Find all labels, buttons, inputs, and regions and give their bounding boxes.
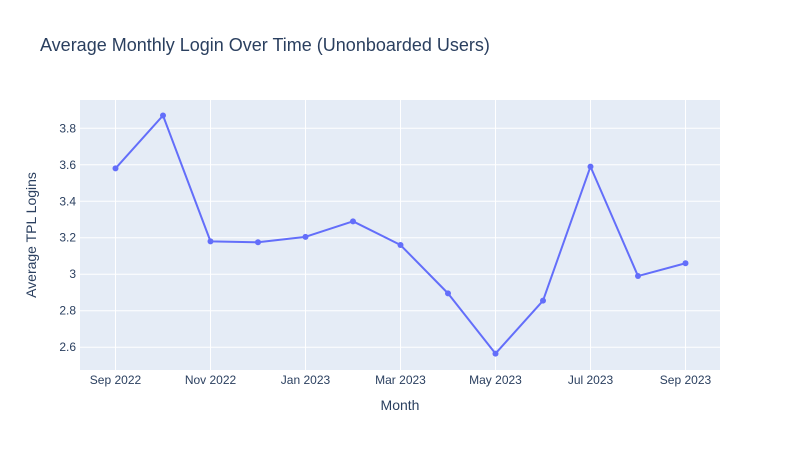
chart-title: Average Monthly Login Over Time (Unonboa… bbox=[40, 35, 490, 55]
data-point[interactable] bbox=[397, 242, 404, 249]
y-tick-label: 3 bbox=[69, 267, 76, 281]
y-tick-label: 3.2 bbox=[59, 231, 76, 245]
x-axis-ticks: Sep 2022 Nov 2022 Jan 2023 Mar 2023 May 2023… bbox=[90, 373, 712, 387]
x-tick-label: May 2023 bbox=[469, 373, 522, 387]
data-point[interactable] bbox=[255, 239, 261, 246]
y-axis-title: Average TPL Logins bbox=[23, 172, 39, 298]
x-tick-label: Nov 2022 bbox=[185, 373, 237, 387]
data-point[interactable] bbox=[492, 350, 499, 357]
data-point[interactable] bbox=[587, 163, 594, 170]
y-tick-label: 3.4 bbox=[59, 194, 76, 208]
data-point[interactable] bbox=[445, 290, 451, 297]
series-layer bbox=[112, 112, 689, 357]
y-tick-label: 2.8 bbox=[59, 304, 76, 318]
data-point[interactable] bbox=[160, 112, 166, 119]
x-tick-label: Jan 2023 bbox=[281, 373, 331, 387]
y-tick-label: 3.6 bbox=[59, 158, 76, 172]
data-point[interactable] bbox=[682, 260, 689, 267]
x-tick-label: Sep 2023 bbox=[660, 373, 712, 387]
x-tick-label: Mar 2023 bbox=[375, 373, 426, 387]
y-tick-label: 3.8 bbox=[59, 121, 76, 135]
x-tick-label: Sep 2022 bbox=[90, 373, 142, 387]
x-axis-title: Month bbox=[381, 397, 420, 413]
data-point[interactable] bbox=[635, 273, 641, 280]
data-point[interactable] bbox=[540, 297, 546, 304]
y-tick-label: 2.6 bbox=[59, 340, 76, 354]
x-tick-label: Jul 2023 bbox=[568, 373, 614, 387]
data-point[interactable] bbox=[112, 165, 119, 172]
data-point[interactable] bbox=[350, 218, 356, 225]
data-point[interactable] bbox=[302, 233, 309, 240]
data-point[interactable] bbox=[207, 238, 214, 245]
y-axis-ticks: 2.6 2.8 3 3.2 3.4 3.6 3.8 bbox=[59, 121, 76, 354]
